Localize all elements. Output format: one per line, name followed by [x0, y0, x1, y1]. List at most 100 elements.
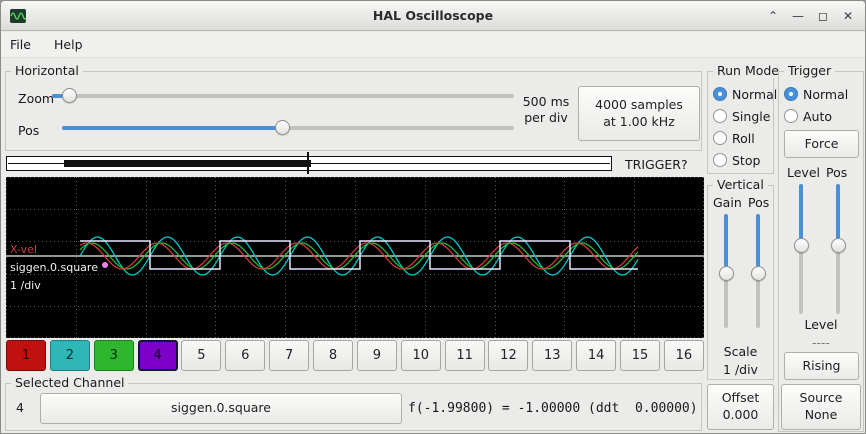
- channel-button-11[interactable]: 11: [444, 340, 485, 371]
- trigger-level-slider[interactable]: [794, 184, 809, 314]
- per-div-value: 500 ms: [522, 94, 570, 109]
- offset-button[interactable]: Offset 0.000: [707, 384, 774, 430]
- channel-button-12[interactable]: 12: [488, 340, 529, 371]
- channel-button-7[interactable]: 7: [269, 340, 310, 371]
- zoom-slider-trough[interactable]: [52, 94, 514, 98]
- close-icon[interactable]: ✕: [842, 9, 854, 23]
- level-caption: Level: [804, 317, 838, 332]
- zoom-slider-fill: [52, 94, 71, 98]
- trace-sine-cyan: [79, 236, 639, 276]
- radio-label: Normal: [732, 86, 778, 102]
- force-button-label: Force: [804, 135, 839, 151]
- radio-icon: [713, 87, 727, 101]
- pos-slider-handle[interactable]: [275, 120, 291, 135]
- pos-label: Pos: [18, 123, 40, 138]
- vertical-gain-slider[interactable]: [719, 214, 734, 328]
- menu-help[interactable]: Help: [54, 37, 83, 52]
- record-position-bar[interactable]: [6, 156, 612, 171]
- app-icon: [10, 9, 26, 23]
- pos-slider[interactable]: [62, 120, 514, 135]
- source-value: None: [804, 407, 838, 422]
- channel-button-16[interactable]: 16: [663, 340, 704, 371]
- tpos-slider-handle[interactable]: [831, 238, 846, 254]
- gain-column-label: Gain: [713, 195, 742, 210]
- run-mode-frame-label: Run Mode: [713, 63, 783, 78]
- trigger-status: TRIGGER?: [625, 157, 688, 172]
- run-mode-roll-radio[interactable]: Roll: [713, 130, 755, 146]
- channel-source-label: siggen.0.square: [171, 400, 271, 416]
- trigger-pos-slider[interactable]: [831, 184, 846, 314]
- channel-button-1[interactable]: 1: [6, 340, 46, 371]
- channel-button-4[interactable]: 4: [137, 340, 178, 371]
- trigger-frame: Trigger Normal Auto Force Level Pos Leve…: [778, 63, 864, 432]
- channel-button-13[interactable]: 13: [532, 340, 573, 371]
- trigger-normal-radio[interactable]: Normal: [784, 86, 848, 102]
- menu-file[interactable]: File: [10, 37, 31, 52]
- shade-window-icon[interactable]: ⌃: [767, 9, 779, 23]
- channel-source-button[interactable]: siggen.0.square: [40, 393, 402, 424]
- scope-signal-name: siggen.0.square: [10, 261, 98, 274]
- radio-label: Auto: [803, 108, 833, 124]
- run-mode-single-radio[interactable]: Single: [713, 108, 770, 124]
- menubar: File Help: [1, 32, 865, 58]
- trigger-pos-column-label: Pos: [826, 165, 848, 180]
- trigger-auto-radio[interactable]: Auto: [784, 108, 832, 124]
- zoom-slider[interactable]: [52, 88, 514, 103]
- trigger-frame-label: Trigger: [784, 63, 836, 78]
- level-slider-handle[interactable]: [794, 238, 809, 254]
- channel-value-readout: f(-1.99800) = -1.00000 (ddt 0.00000): [408, 401, 698, 416]
- channel-button-8[interactable]: 8: [313, 340, 354, 371]
- selected-channel-frame: Selected Channel 4 siggen.0.square f(-1.…: [5, 375, 702, 431]
- run-mode-normal-radio[interactable]: Normal: [713, 86, 777, 102]
- source-label: Source: [799, 390, 843, 406]
- scope-display[interactable]: X-vel siggen.0.square 1 /div: [6, 177, 704, 338]
- radio-label: Stop: [732, 152, 761, 168]
- radio-label: Roll: [732, 130, 755, 146]
- offset-value: 0.000: [722, 407, 759, 422]
- channel-button-5[interactable]: 5: [181, 340, 222, 371]
- titlebar[interactable]: HAL Oscilloscope ⌃ — ◻ ✕: [1, 1, 865, 31]
- channel-button-2[interactable]: 2: [49, 340, 90, 371]
- trigger-position-tick: [307, 152, 309, 174]
- vertical-frame-label: Vertical: [713, 177, 768, 192]
- maximize-icon[interactable]: ◻: [818, 9, 828, 23]
- window-title: HAL Oscilloscope: [372, 8, 494, 23]
- per-div-unit: per div: [524, 110, 568, 125]
- tpos-slider-fill: [836, 184, 840, 247]
- channel-button-6[interactable]: 6: [225, 340, 266, 371]
- run-mode-stop-radio[interactable]: Stop: [713, 152, 760, 168]
- scope-scale-label: 1 /div: [10, 279, 41, 292]
- selected-channel-frame-label: Selected Channel: [11, 375, 129, 390]
- scope-channel-name: X-vel: [10, 243, 37, 256]
- channel-button-14[interactable]: 14: [576, 340, 617, 371]
- samples-count: 4000 samples: [595, 96, 683, 112]
- radio-icon: [784, 87, 798, 101]
- force-button[interactable]: Force: [784, 130, 859, 158]
- channel-button-15[interactable]: 15: [620, 340, 661, 371]
- offset-label: Offset: [721, 390, 760, 406]
- channel-button-10[interactable]: 10: [400, 340, 441, 371]
- channel-row: 1 2 3 4 5 6 7 8 9 10 11 12 13 14 15 16: [6, 340, 704, 372]
- vertical-frame: Vertical Gain Pos Scale 1 /div: [707, 177, 774, 380]
- channel-button-9[interactable]: 9: [356, 340, 397, 371]
- scale-caption: Scale: [723, 344, 758, 359]
- edge-button[interactable]: Rising: [784, 352, 859, 380]
- radio-label: Single: [732, 108, 771, 124]
- run-mode-frame: Run Mode Normal Single Roll Stop: [707, 63, 783, 174]
- pos-column-label: Pos: [748, 195, 770, 210]
- trigger-source-button[interactable]: Source None: [781, 384, 861, 430]
- scale-value: 1 /div: [723, 362, 758, 377]
- zoom-label: Zoom: [18, 91, 55, 106]
- zoom-slider-handle[interactable]: [62, 88, 78, 103]
- radio-icon: [713, 153, 727, 167]
- gain-slider-handle[interactable]: [719, 266, 734, 282]
- minimize-icon[interactable]: —: [792, 9, 804, 23]
- vpos-slider-fill: [756, 214, 760, 275]
- samples-button[interactable]: 4000 samples at 1.00 kHz: [578, 86, 700, 141]
- visible-window-bar[interactable]: [64, 160, 311, 167]
- pos-slider-fill: [62, 126, 284, 130]
- vpos-slider-handle[interactable]: [751, 266, 766, 282]
- channel-button-3[interactable]: 3: [93, 340, 134, 371]
- vertical-pos-slider[interactable]: [751, 214, 766, 328]
